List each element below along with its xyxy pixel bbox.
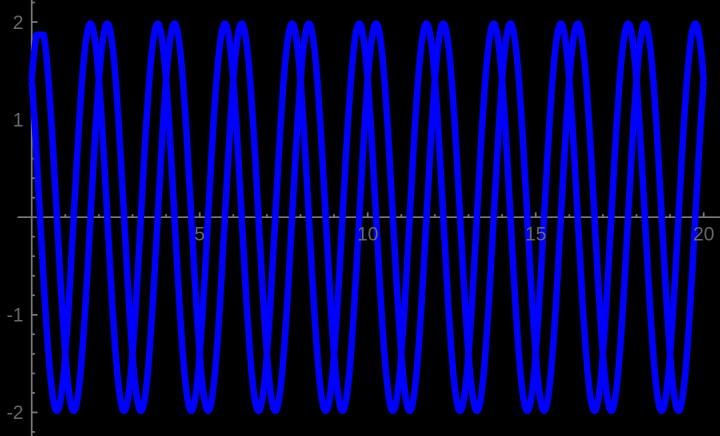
svg-text:10: 10 xyxy=(357,224,378,245)
svg-text:5: 5 xyxy=(194,224,205,245)
svg-text:-2: -2 xyxy=(7,403,24,424)
svg-text:15: 15 xyxy=(525,224,546,245)
svg-text:2: 2 xyxy=(13,13,24,34)
svg-text:1: 1 xyxy=(13,110,24,131)
svg-text:-1: -1 xyxy=(7,306,24,327)
svg-text:20: 20 xyxy=(693,224,714,245)
